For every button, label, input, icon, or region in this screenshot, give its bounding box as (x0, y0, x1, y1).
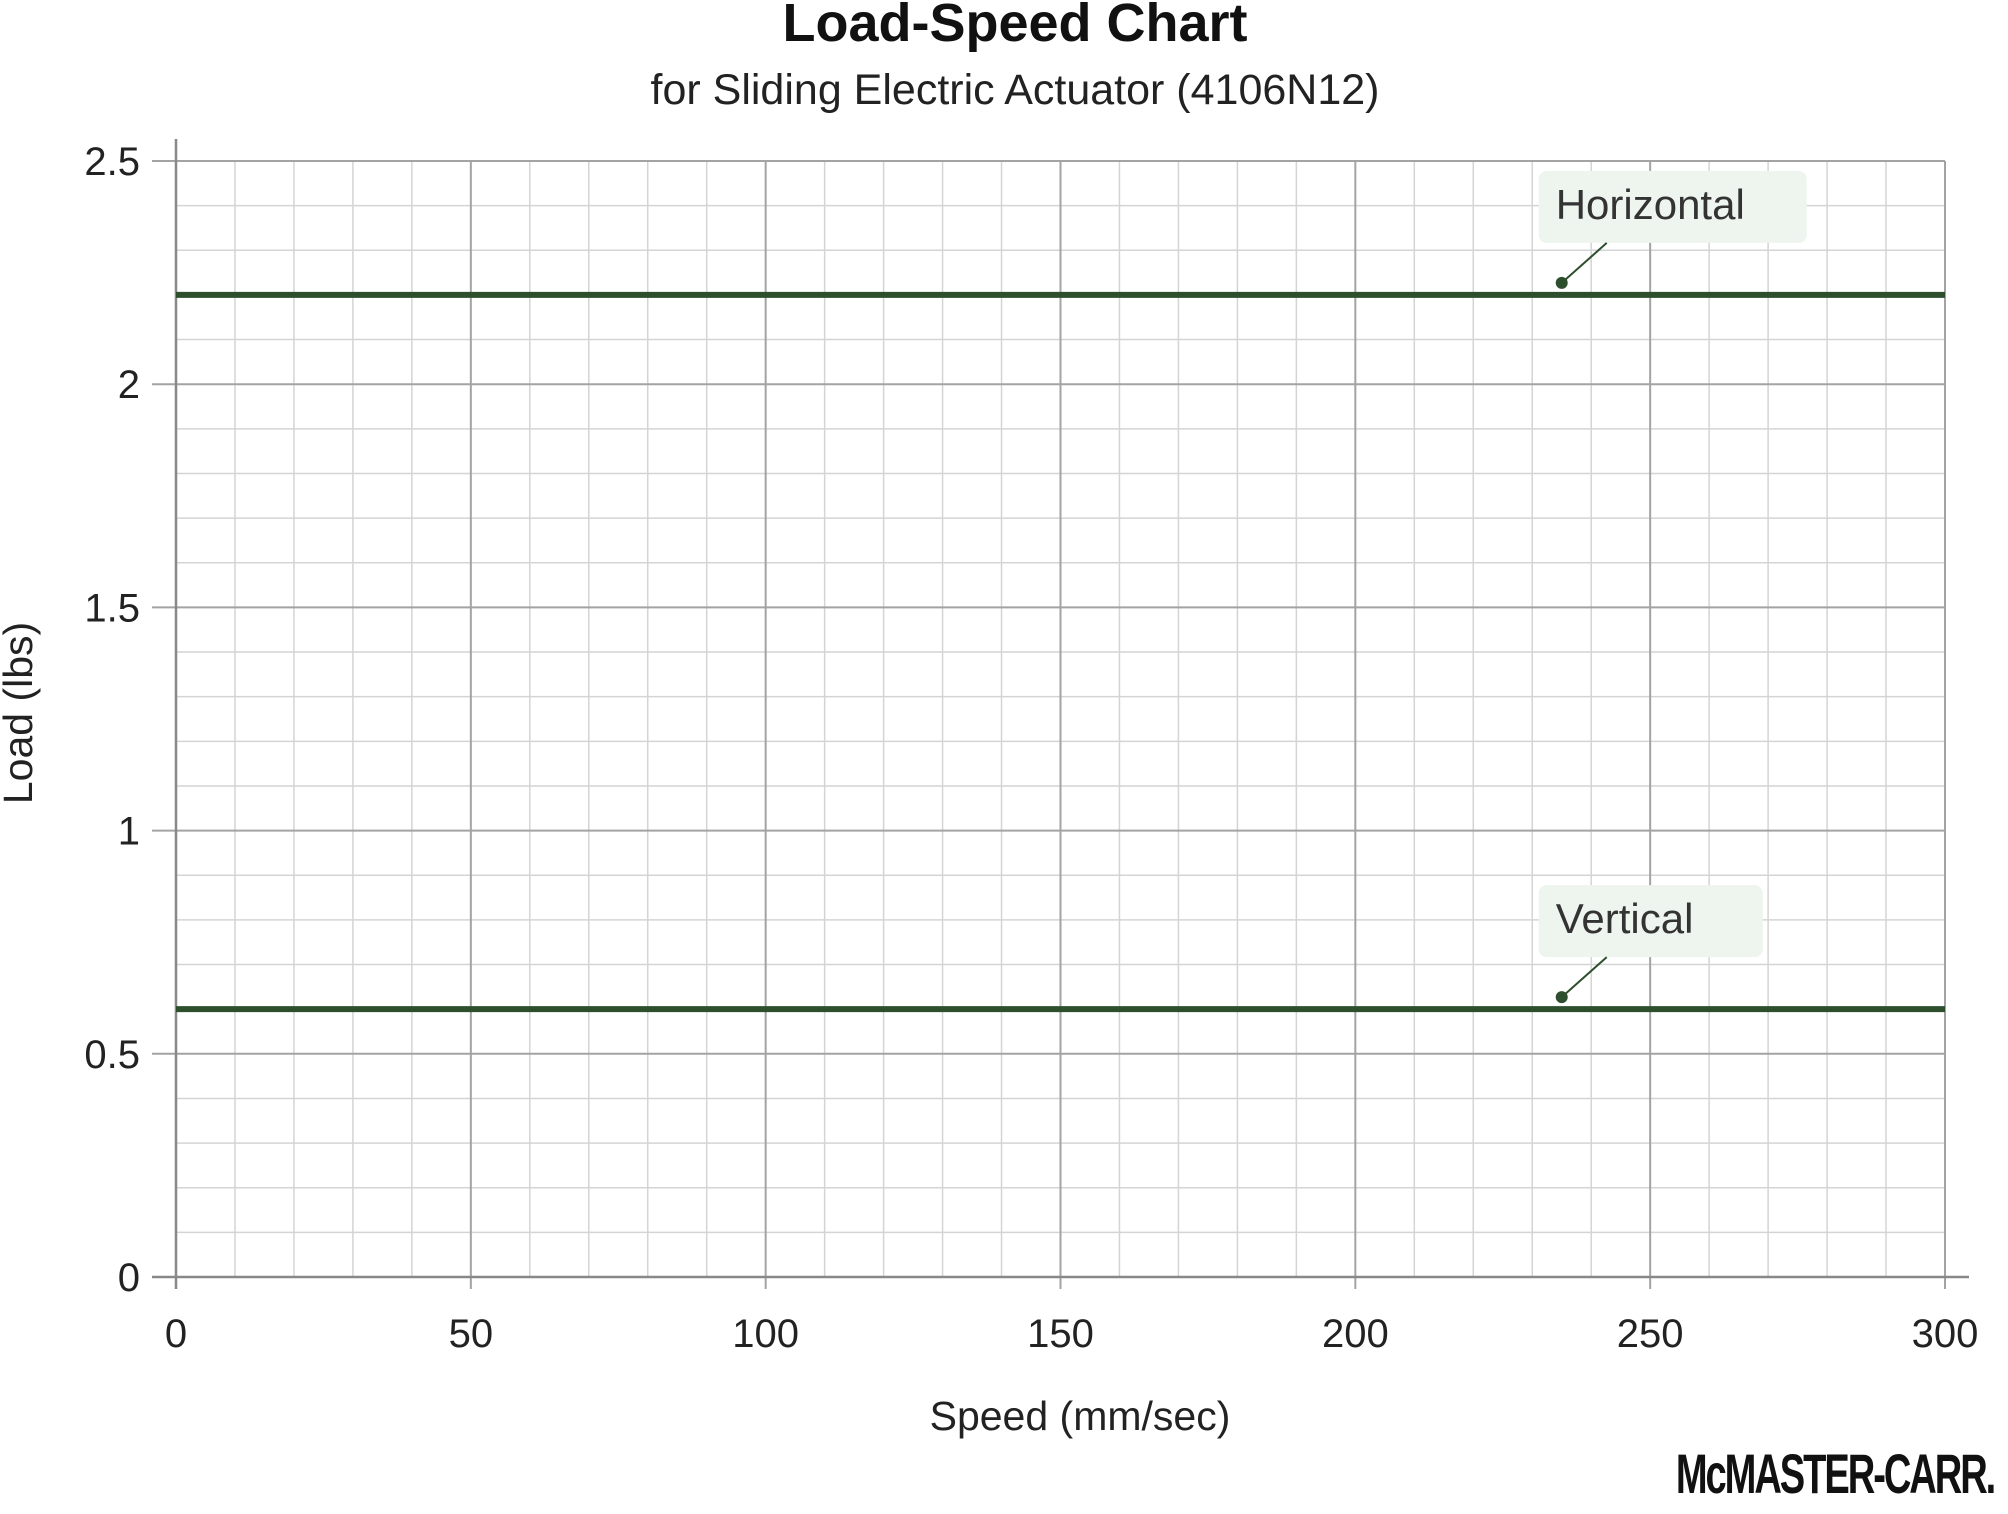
major-grid (152, 160, 1946, 1289)
x-axis-label: Speed (mm/sec) (930, 1393, 1231, 1439)
series-label-marker (1555, 991, 1568, 1004)
series-label-box (1538, 885, 1763, 958)
x-tick-label: 50 (449, 1312, 494, 1356)
series-labels: Horizontal Vertical (1538, 170, 1807, 1004)
y-tick-label: 1.5 (84, 586, 140, 630)
y-tick-label: 1 (118, 810, 140, 854)
series-label-marker (1555, 276, 1568, 289)
y-tick-label: 2 (118, 363, 140, 407)
series-lines (176, 291, 1945, 1013)
series-label-box (1538, 170, 1807, 243)
x-tick-label: 250 (1617, 1312, 1684, 1356)
y-tick-label: 0 (118, 1256, 140, 1300)
x-tick-label: 300 (1912, 1312, 1979, 1356)
chart-title: Load-Speed Chart (782, 0, 1248, 53)
x-tick-label: 200 (1322, 1312, 1389, 1356)
series-label-horizontal: Horizontal (1556, 181, 1745, 228)
mcmaster-carr-logo: McMASTER-CARR. (1675, 1442, 1996, 1505)
chart-subtitle: for Sliding Electric Actuator (4106N12) (650, 66, 1380, 114)
x-tick-label: 0 (165, 1312, 187, 1356)
tick-labels: 0 50 100 150 200 250 300 0 0.5 1 1.5 2 2.5 (84, 140, 1978, 1356)
series-label-leader (1561, 242, 1608, 284)
series-label-leader (1561, 956, 1608, 998)
axes (152, 139, 1969, 1289)
y-tick-label: 2.5 (84, 140, 140, 184)
x-tick-label: 150 (1027, 1312, 1094, 1356)
y-axis-label: Load (lbs) (0, 622, 41, 804)
y-tick-label: 0.5 (84, 1033, 140, 1077)
series-label-vertical: Vertical (1556, 895, 1694, 942)
x-tick-label: 100 (732, 1312, 799, 1356)
